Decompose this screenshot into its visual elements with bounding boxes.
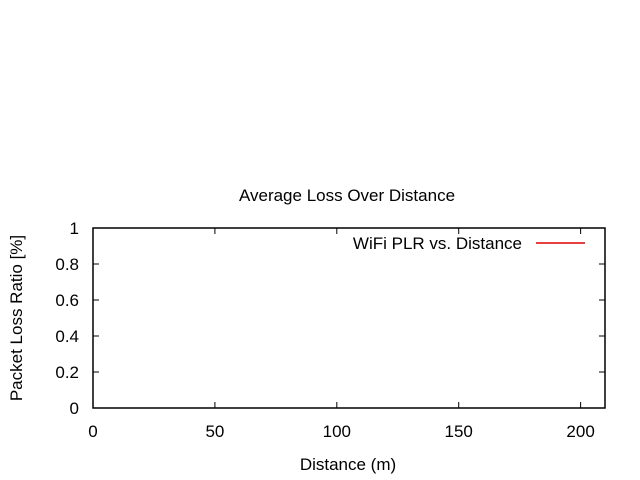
x-axis-label: Distance (m)	[300, 455, 396, 474]
y-tick-label: 0.2	[55, 363, 79, 382]
x-tick-label: 50	[205, 422, 224, 441]
x-tick-label: 100	[323, 422, 351, 441]
y-axis: 0 0.2 0.4 0.6 0.8 1	[55, 219, 605, 418]
chart-title: Average Loss Over Distance	[239, 186, 455, 205]
y-tick-label: 0.8	[55, 255, 79, 274]
y-tick-label: 0.6	[55, 291, 79, 310]
y-axis-label: Packet Loss Ratio [%]	[7, 235, 26, 401]
y-tick-label: 1	[70, 219, 79, 238]
x-tick-label: 0	[88, 422, 97, 441]
y-tick-label: 0.4	[55, 327, 79, 346]
legend-label: WiFi PLR vs. Distance	[353, 234, 522, 253]
x-tick-label: 150	[445, 422, 473, 441]
plot-frame	[92, 227, 606, 409]
x-tick-label: 200	[566, 422, 594, 441]
y-tick-label: 0	[70, 399, 79, 418]
x-axis: 0 50 100 150 200	[88, 228, 595, 441]
legend: WiFi PLR vs. Distance	[353, 234, 585, 253]
